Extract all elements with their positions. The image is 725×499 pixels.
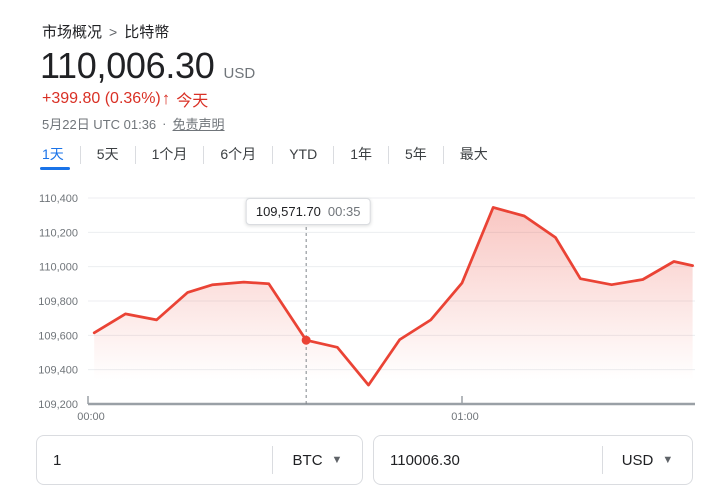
price-currency: USD: [223, 65, 256, 82]
tab-label: 5年: [404, 146, 427, 162]
price-change: +399.80 (0.36%) ↑ 今天: [42, 87, 208, 111]
y-axis-label: 110,000: [39, 262, 78, 274]
tab-label: 最大: [459, 146, 488, 162]
from-amount-input[interactable]: [37, 451, 272, 469]
from-currency-dropdown[interactable]: BTC ▼: [273, 436, 362, 484]
converter-divider: [272, 446, 273, 474]
datetime-text: 5月22日 UTC 01:36: [42, 117, 157, 132]
tooltip-time: 00:35: [327, 204, 361, 219]
tab-divider: [442, 145, 444, 164]
tab-5d[interactable]: 5天: [81, 139, 135, 170]
tab-1m[interactable]: 1个月: [136, 139, 204, 170]
tab-1d[interactable]: 1天: [40, 139, 80, 170]
change-period: 今天: [176, 93, 209, 110]
area-fill: [94, 207, 693, 404]
x-axis-label: 00:00: [77, 411, 105, 423]
y-axis-label: 109,600: [38, 330, 78, 342]
breadcrumb-separator: >: [109, 24, 118, 40]
from-currency-box: BTC ▼: [36, 435, 363, 485]
tab-max[interactable]: 最大: [444, 139, 504, 170]
tab-1y[interactable]: 1年: [334, 139, 388, 170]
disclaimer-link[interactable]: 免责声明: [172, 117, 225, 132]
chart-svg[interactable]: 110,400 110,200 110,000 109,800 109,600 109,4…: [0, 185, 725, 435]
tab-label: 1天: [42, 146, 64, 162]
tab-6m[interactable]: 6个月: [204, 139, 272, 170]
time-range-tabs: 1天 5天 1个月 6个月 YTD 1年 5年 最大: [40, 139, 504, 170]
chart-tooltip: 109,571.70 00:35: [245, 198, 371, 225]
tab-ytd[interactable]: YTD: [273, 139, 333, 170]
y-axis-label: 109,400: [38, 365, 78, 377]
y-axis-label: 109,200: [38, 399, 78, 411]
price-value: 110,006.30: [40, 45, 215, 86]
from-currency-label: BTC: [292, 451, 323, 469]
tab-label: 1年: [350, 146, 372, 162]
breadcrumb-current: 比特幣: [124, 24, 170, 41]
tab-label: 5天: [96, 146, 119, 162]
tooltip-price: 109,571.70: [255, 204, 321, 219]
tab-divider: [79, 145, 81, 164]
breadcrumb: 市场概况 > 比特幣: [42, 21, 169, 42]
tab-divider: [272, 145, 274, 164]
tab-label: 6个月: [220, 146, 257, 162]
to-currency-label: USD: [621, 451, 654, 469]
tab-divider: [203, 145, 205, 164]
date-row: 5月22日 UTC 01:36 · 免责声明: [42, 114, 225, 133]
tab-label: 1个月: [151, 146, 188, 162]
to-currency-dropdown[interactable]: USD ▼: [603, 436, 692, 484]
x-axis-label: 01:00: [451, 411, 479, 423]
y-axis-label: 109,800: [38, 296, 78, 308]
dot-separator: ·: [162, 116, 167, 131]
to-amount-input[interactable]: [374, 451, 602, 469]
tab-label: YTD: [289, 146, 318, 162]
tab-divider: [333, 145, 335, 164]
tab-5y[interactable]: 5年: [389, 139, 443, 170]
y-axis-label: 110,400: [39, 193, 78, 205]
tab-divider: [387, 145, 389, 164]
y-axis-label: 110,200: [39, 227, 78, 239]
converter-divider: [602, 446, 603, 474]
price-line: [92, 206, 694, 387]
marker-dot: [301, 335, 311, 345]
change-text: +399.80 (0.36%): [42, 90, 161, 107]
tab-divider: [134, 145, 136, 164]
currency-converter: BTC ▼ USD ▼: [36, 435, 693, 485]
price-row: 110,006.30 USD: [40, 45, 255, 87]
price-chart[interactable]: 110,400 110,200 110,000 109,800 109,600 109,4…: [0, 185, 725, 435]
up-arrow-icon: ↑: [161, 89, 171, 108]
breadcrumb-root-link[interactable]: 市场概况: [42, 24, 103, 41]
caret-down-icon: ▼: [331, 453, 343, 466]
to-currency-box: USD ▼: [373, 435, 693, 485]
caret-down-icon: ▼: [662, 453, 674, 466]
active-tab-underline: [40, 167, 70, 170]
